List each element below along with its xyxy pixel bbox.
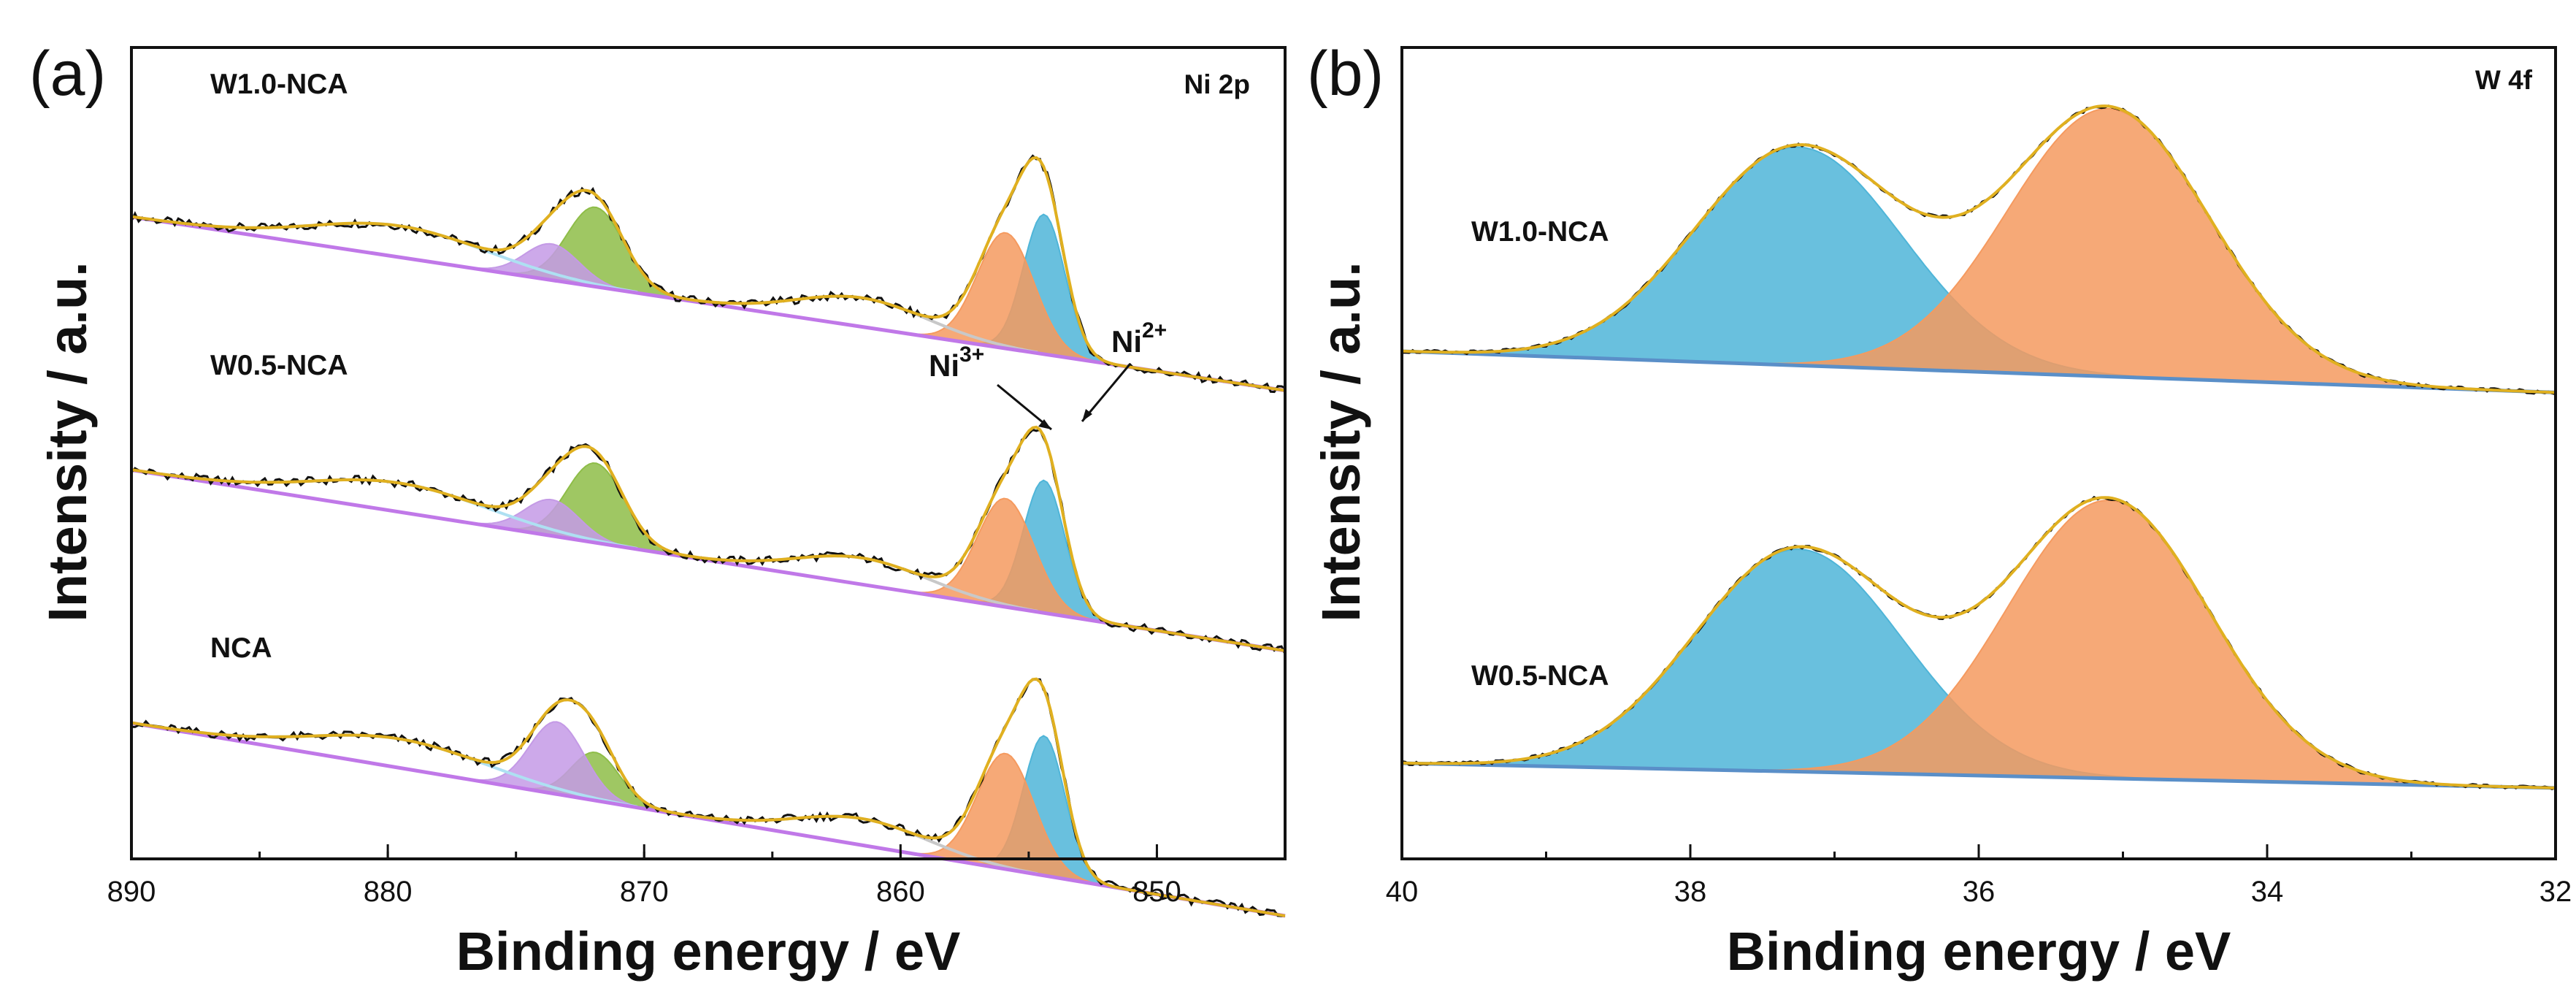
background-line: [131, 468, 1286, 653]
panel-a-title: Ni 2p: [1184, 69, 1250, 99]
annotation-ni2-text: Ni2+: [1111, 318, 1167, 359]
panel-b-letter: (b): [1307, 39, 1384, 109]
annotation-ni2-arrowhead: [1082, 409, 1092, 421]
x-tick-label: 34: [2251, 876, 2284, 908]
annotation-ni2: Ni2+: [1081, 318, 1167, 422]
x-tick-label: 36: [1963, 876, 1996, 908]
panel-b-label-w10: W1.0-NCA: [1471, 216, 1609, 248]
panel-a-label-w10: W1.0-NCA: [210, 69, 348, 100]
x-tick-label: 38: [1674, 876, 1707, 908]
background-line: [131, 721, 1286, 918]
panel-a-label-w05: W0.5-NCA: [210, 350, 348, 381]
panel-a-plot-area: [130, 154, 1287, 918]
x-tick-label: 40: [1386, 876, 1419, 908]
background-line: [131, 215, 1286, 393]
panel-b-ylabel: Intensity / a.u.: [1311, 261, 1371, 622]
panel-a-label-nca: NCA: [210, 632, 272, 664]
x-tick-label: 32: [2539, 876, 2572, 908]
raw-data-trace: [131, 678, 1286, 917]
panel-a-ylabel: Intensity / a.u.: [37, 261, 98, 622]
panel-b-title: W 4f: [2475, 65, 2533, 95]
x-tick-label: 870: [620, 876, 669, 908]
spectrum-0-1: [130, 425, 1287, 655]
x-tick-label: 880: [364, 876, 413, 908]
panel-b-xlabel: Binding energy / eV: [1727, 921, 2231, 982]
panel-b-label-w05: W0.5-NCA: [1471, 660, 1609, 692]
x-tick-label: 860: [876, 876, 925, 908]
panel-a-x-ticks: 890 880 870 860 850: [107, 844, 1287, 908]
panel-b-x-ticks: 40 38 36 34 32: [1386, 844, 2572, 908]
panel-a-letter: (a): [29, 39, 106, 109]
annotation-ni3-arrowhead: [1038, 419, 1051, 429]
panel-a: (a) Intensity / a.u. 890 880 870 860 850 Ni …: [29, 39, 1287, 982]
panel-a-xlabel: Binding energy / eV: [456, 921, 961, 982]
envelope-fit: [1401, 496, 2556, 790]
annotation-ni2-arrow: [1081, 363, 1132, 422]
envelope-fit: [131, 425, 1286, 652]
spectrum-1-0: [1401, 104, 2556, 396]
spectrum-1-1: [1401, 495, 2556, 791]
panel-b: (b) Intensity / a.u. 40 38 36 34 32 W 4f W1.…: [1307, 39, 2572, 982]
envelope-fit: [1401, 104, 2556, 394]
panel-a-frame: [130, 46, 1287, 860]
spectrum-0-0: [130, 154, 1286, 394]
x-tick-label: 890: [107, 876, 156, 908]
background-line: [1401, 761, 2556, 790]
envelope-fit: [131, 677, 1286, 917]
spectrum-0-2: [131, 677, 1286, 918]
panel-b-plot-area: [1401, 104, 2556, 791]
raw-data-trace: [130, 428, 1287, 655]
x-tick-label: 850: [1132, 876, 1181, 908]
background-line: [1401, 349, 2556, 394]
annotation-ni3: Ni3+: [929, 343, 1052, 431]
annotation-ni3-text: Ni3+: [929, 343, 984, 383]
envelope-fit: [131, 156, 1286, 392]
